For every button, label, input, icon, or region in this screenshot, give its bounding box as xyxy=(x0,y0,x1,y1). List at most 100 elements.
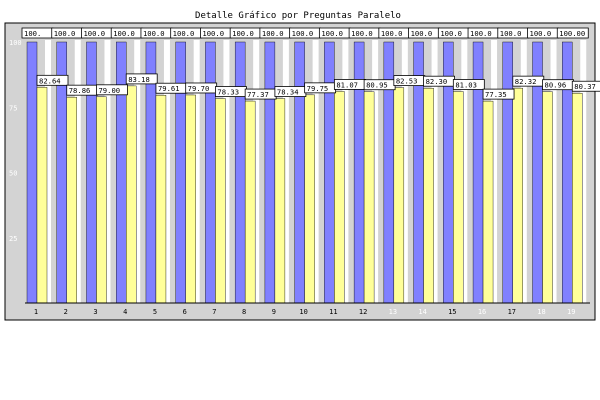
column-band xyxy=(491,40,498,303)
data-label-series-1: 100.0 xyxy=(321,29,343,38)
data-label-series-1: 100.0 xyxy=(202,29,224,38)
data-label-series-2: 80.37 xyxy=(574,82,596,91)
data-label-series-2: 77.37 xyxy=(247,90,269,99)
bar-series-1 xyxy=(234,41,246,304)
x-tick-label: 17 xyxy=(508,308,516,316)
chart-title: Detalle Gráfico por Preguntas Paralelo xyxy=(195,11,401,21)
column-band xyxy=(431,40,438,303)
bar-series-2 xyxy=(66,96,77,304)
x-tick-label: 14 xyxy=(418,308,426,316)
x-tick-label: 1 xyxy=(34,308,38,316)
data-label-series-2: 77.35 xyxy=(485,90,507,99)
x-tick-label: 15 xyxy=(448,308,456,316)
data-label-series-1: 100.0 xyxy=(500,29,522,38)
data-label-series-2: 79.70 xyxy=(188,84,210,93)
column-band xyxy=(401,40,408,303)
data-label-series-2: 82.64 xyxy=(39,76,61,85)
data-label-series-1-box xyxy=(556,27,589,39)
data-label-series-2: 82.53 xyxy=(396,77,418,86)
column-band xyxy=(282,40,289,303)
column-band xyxy=(104,40,111,303)
data-label-series-1: 100.0 xyxy=(381,29,403,38)
bar-series-2 xyxy=(274,98,286,304)
column-band xyxy=(550,40,557,303)
bar-series-1 xyxy=(205,41,216,304)
bar-series-1 xyxy=(502,41,513,304)
x-tick-label: 2 xyxy=(64,308,68,316)
y-tick-label: 25 xyxy=(9,235,17,243)
y-tick-label: 75 xyxy=(9,104,17,112)
data-label-series-1: 100.0 xyxy=(54,29,76,38)
bar-series-1 xyxy=(175,41,186,304)
data-label-series-2-box xyxy=(96,84,128,96)
column-band xyxy=(45,40,51,303)
column-band xyxy=(580,40,587,303)
x-tick-label: 9 xyxy=(272,308,276,316)
x-tick-label: 10 xyxy=(299,308,307,316)
data-label-series-1: 100. xyxy=(24,29,41,38)
x-tick-label: 19 xyxy=(567,308,575,316)
bar-series-2 xyxy=(393,87,405,304)
data-label-series-2: 81.07 xyxy=(336,80,358,89)
column-band xyxy=(253,40,260,303)
bar-series-2 xyxy=(244,100,256,304)
bar-series-2 xyxy=(482,100,494,304)
column-band xyxy=(461,40,468,303)
bar-series-2 xyxy=(126,85,137,304)
bar-series-1 xyxy=(264,41,276,304)
data-label-series-2: 82.32 xyxy=(515,77,537,86)
data-label-series-1: 100.0 xyxy=(351,29,373,38)
column-band xyxy=(74,40,81,303)
data-label-series-2: 78.34 xyxy=(277,88,299,97)
bar-series-1 xyxy=(86,41,97,304)
bar-series-2 xyxy=(215,98,226,304)
data-label-series-2: 80.95 xyxy=(366,81,388,90)
data-label-series-2-box xyxy=(571,80,600,92)
data-label-series-2: 80.96 xyxy=(545,81,567,90)
column-band xyxy=(312,40,319,303)
bar-series-2 xyxy=(572,93,583,304)
column-band xyxy=(372,40,379,303)
data-label-series-2: 81.03 xyxy=(455,81,477,90)
data-label-series-2-box xyxy=(452,79,485,90)
bar-series-2 xyxy=(304,94,315,304)
data-label-series-1: 100.0 xyxy=(530,29,552,38)
column-band xyxy=(342,40,349,303)
bar-series-2 xyxy=(453,91,464,304)
data-label-series-2: 78.86 xyxy=(69,86,91,95)
x-tick-label: 13 xyxy=(389,308,397,316)
data-label-series-2-box xyxy=(125,73,158,85)
column-band xyxy=(520,40,527,303)
x-tick-label: 3 xyxy=(93,308,97,316)
x-tick-label: 5 xyxy=(153,308,157,316)
data-label-series-1: 100.0 xyxy=(411,29,433,38)
data-label-series-1: 100.0 xyxy=(173,29,195,38)
bar-series-2 xyxy=(334,91,345,304)
bar-series-2 xyxy=(36,87,48,304)
data-label-series-2: 79.61 xyxy=(158,84,180,93)
bar-series-1 xyxy=(26,41,38,304)
bar-series-2 xyxy=(185,94,196,304)
x-tick-label: 12 xyxy=(359,308,367,316)
bar-series-2 xyxy=(96,96,107,304)
x-tick-label: 16 xyxy=(478,308,486,316)
x-tick-label: 4 xyxy=(123,308,127,316)
y-tick-label: 50 xyxy=(9,170,17,178)
data-label-series-1: 100.0 xyxy=(470,29,492,38)
data-label-series-1: 100.0 xyxy=(232,29,254,38)
data-label-series-1: 100.0 xyxy=(292,29,314,38)
x-tick-label: 7 xyxy=(212,308,216,316)
bar-series-1 xyxy=(116,41,127,304)
bar-series-2 xyxy=(363,91,375,304)
x-tick-label: 6 xyxy=(183,308,187,316)
x-tick-label: 11 xyxy=(329,308,337,316)
bar-series-2 xyxy=(512,87,523,304)
data-label-series-2-box xyxy=(482,88,515,100)
data-label-series-1: 100.0 xyxy=(440,29,462,38)
column-band xyxy=(134,40,141,303)
x-tick-label: 18 xyxy=(537,308,545,316)
data-label-series-2: 82.30 xyxy=(426,77,448,86)
bar-series-1 xyxy=(324,41,335,304)
data-label-series-2: 79.75 xyxy=(307,84,329,93)
